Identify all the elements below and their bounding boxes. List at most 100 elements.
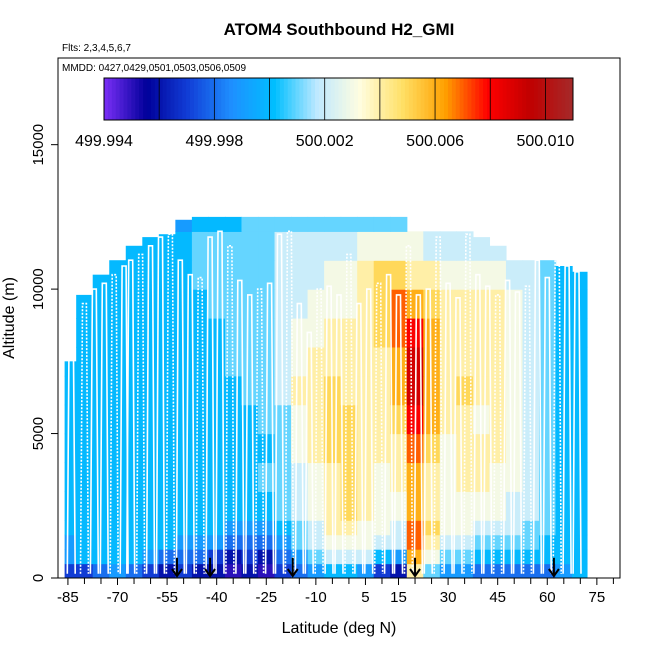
heatmap-cell <box>158 549 176 565</box>
heatmap-cell <box>340 563 358 578</box>
flight-track-profile <box>324 285 334 574</box>
heatmap-cell <box>64 404 77 435</box>
heatmap-cell <box>224 563 243 578</box>
heatmap-cell <box>489 433 507 464</box>
flight-track-profile <box>502 279 513 574</box>
x-tick-label: -55 <box>156 589 178 606</box>
plot-frame <box>57 57 621 579</box>
flight-track-profile <box>383 273 394 574</box>
colorbar-strip <box>189 78 195 120</box>
heatmap-cell <box>76 375 94 406</box>
heatmap-cell <box>390 318 408 348</box>
heatmap-cell <box>142 375 160 406</box>
heatmap-cell <box>572 520 588 536</box>
heatmap-cell <box>76 433 94 464</box>
sounding-arrow <box>204 557 216 578</box>
heatmap-cell <box>291 404 309 435</box>
flight-track-profile <box>532 259 543 574</box>
colorbar-strip <box>178 78 183 120</box>
colorbar-strip <box>490 78 496 120</box>
colorbar-strip <box>471 78 476 120</box>
heatmap-cell <box>307 260 325 290</box>
heatmap-cell <box>340 404 358 435</box>
heatmap-cell <box>92 563 110 578</box>
colorbar-strip <box>244 78 250 120</box>
heatmap-cell <box>555 534 573 550</box>
colorbar-tick-label: 500.002 <box>296 133 354 150</box>
colorbar-strip <box>252 78 257 120</box>
heatmap-cell <box>539 289 557 319</box>
heatmap-cell <box>76 318 94 348</box>
flight-track-profile <box>552 250 562 574</box>
x-tick-label: 45 <box>489 589 506 606</box>
heatmap-cell <box>191 433 210 464</box>
heatmap-cell <box>274 216 292 232</box>
heatmap-cell <box>357 563 375 578</box>
x-axis: -85 -70 -55 -40 -25 -10 5 15 30 45 60 75 <box>57 578 614 606</box>
colorbar-tick-label: 500.006 <box>406 133 464 150</box>
heatmap-cell <box>224 216 243 232</box>
heatmap-cell <box>489 563 507 578</box>
heatmap-cell <box>357 549 375 565</box>
flight-track-profile <box>413 294 424 574</box>
flight-track-profile <box>165 233 176 574</box>
heatmap-cell <box>307 216 325 232</box>
colorbar-strip <box>232 78 238 120</box>
heatmap-cell <box>439 404 457 435</box>
heatmap-cell <box>340 216 358 232</box>
flight-track-profile <box>364 288 374 574</box>
heatmap-cell <box>340 375 358 406</box>
y-axis: 0 5000 10000 15000 <box>30 124 58 582</box>
colorbar-strip <box>479 78 484 120</box>
heatmap-cell <box>92 549 110 565</box>
colorbar-strip <box>494 78 500 120</box>
heatmap-cell <box>539 346 557 377</box>
y-axis-label: Altitude (m) <box>1 277 18 359</box>
heatmap-cell <box>208 534 226 550</box>
x-tick-label: -70 <box>107 589 129 606</box>
heatmap-cell <box>522 318 540 348</box>
colorbar-strip <box>483 78 488 120</box>
heatmap-cell <box>522 260 540 290</box>
colorbar-strip <box>401 78 406 120</box>
colorbar-strip <box>373 78 379 120</box>
flight-track-profile <box>542 276 552 574</box>
flight-track-profile <box>175 259 186 574</box>
flight-track-profile <box>145 245 156 574</box>
colorbar-strip <box>279 78 285 120</box>
colorbar-strip <box>104 78 109 120</box>
heatmap-cell <box>539 260 557 290</box>
heatmap-cell <box>291 433 309 464</box>
heatmap-cell <box>373 318 391 348</box>
colorbar-strip <box>150 78 156 120</box>
flight-track-profile <box>522 285 533 574</box>
colorbar-strip <box>162 78 168 120</box>
colorbar-strip <box>428 78 433 120</box>
heatmap-cell <box>373 231 391 261</box>
colorbar-strip <box>315 78 320 120</box>
colorbar-strip <box>107 78 113 120</box>
colorbar-strip <box>530 78 535 120</box>
flight-track-profile <box>314 288 324 574</box>
colorbar-strip <box>408 78 414 120</box>
heatmap-cell <box>175 219 193 232</box>
heatmap-cell <box>324 216 342 232</box>
colorbar-strip <box>174 78 179 120</box>
heatmap-cell <box>539 404 557 435</box>
colorbar-strip <box>440 78 445 120</box>
heatmap-cell <box>274 318 292 348</box>
heatmap-cell <box>191 260 210 290</box>
flight-track-profile <box>473 273 483 574</box>
colorbar-strip <box>221 78 226 120</box>
heatmap-cell <box>456 563 474 578</box>
heatmap-cell <box>241 231 259 261</box>
x-tick-label: -85 <box>57 589 79 606</box>
colorbar-strip <box>338 78 343 120</box>
colorbar-strip <box>158 78 164 120</box>
heatmap-cell <box>307 231 325 261</box>
flight-track-profile <box>492 294 503 574</box>
chart-title: ATOM4 Southbound H2_GMI <box>224 20 455 39</box>
flight-track-profile <box>294 302 305 574</box>
heatmap-cell <box>472 260 491 290</box>
heatmap-cell <box>390 216 408 232</box>
